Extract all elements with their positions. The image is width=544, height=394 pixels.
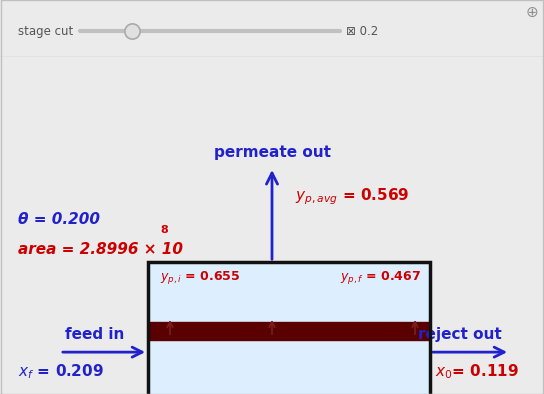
Text: reject out: reject out [418, 327, 502, 342]
Text: ⊕: ⊕ [526, 4, 539, 19]
Text: $\mathit{y}_{p,f}$ = 0.467: $\mathit{y}_{p,f}$ = 0.467 [340, 269, 421, 286]
Text: ⊠ 0.2: ⊠ 0.2 [346, 25, 378, 38]
Text: $\mathit{y}_{p,avg}$ = 0.569: $\mathit{y}_{p,avg}$ = 0.569 [295, 187, 410, 207]
Text: 8: 8 [160, 225, 168, 235]
Text: $\mathit{x}_f$ = 0.209: $\mathit{x}_f$ = 0.209 [18, 363, 104, 381]
Text: $\mathit{x}_0$= 0.119: $\mathit{x}_0$= 0.119 [435, 363, 519, 381]
Text: feed in: feed in [65, 327, 125, 342]
Text: area = 2.8996 × 10: area = 2.8996 × 10 [18, 242, 183, 257]
Text: stage cut: stage cut [18, 25, 73, 38]
Text: permeate out: permeate out [213, 145, 331, 160]
Text: $\mathit{y}_{p,i}$ = 0.655: $\mathit{y}_{p,i}$ = 0.655 [160, 269, 240, 286]
Text: θ = 0.200: θ = 0.200 [18, 212, 100, 227]
Bar [148, 262, 430, 394]
